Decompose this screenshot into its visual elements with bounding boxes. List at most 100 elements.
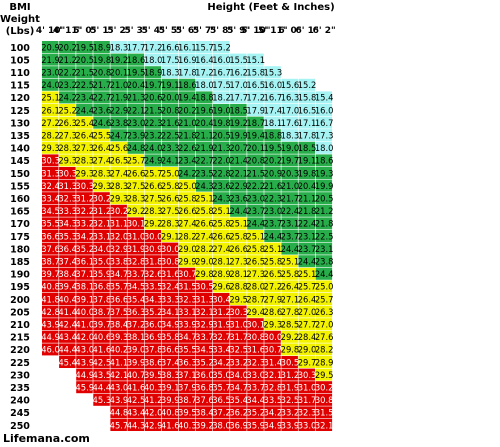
bmi-cell: 20.4	[298, 179, 316, 192]
bmi-cell-bg	[144, 280, 162, 293]
bmi-cell: 31.9	[281, 381, 299, 394]
bmi-cell-bg	[144, 381, 162, 394]
bmi-value: 37.5	[110, 307, 129, 317]
bmi-cell: 23.7	[298, 242, 316, 255]
bmi-cell: 33.5	[144, 280, 162, 293]
bmi-cell: 25.8	[161, 179, 180, 192]
bmi-cell-bg	[264, 267, 281, 280]
bmi-cell-bg	[213, 66, 230, 79]
bmi-cell: 27.3	[229, 255, 248, 268]
bmi-value: 27.4	[212, 244, 231, 254]
bmi-value: 33.4	[41, 194, 60, 204]
bmi-value: 29.9	[178, 257, 197, 267]
weight-label: 220	[10, 345, 30, 356]
bmi-cell: 37.2	[212, 406, 231, 419]
bmi-cell-bg	[42, 192, 59, 205]
bmi-cell: 23.4	[75, 91, 94, 104]
weight-label: 185	[10, 257, 30, 268]
bmi-cell-bg	[144, 53, 162, 66]
bmi-value: 26.6	[127, 168, 146, 178]
bmi-cell: 42.5	[93, 356, 111, 368]
bmi-value: 43.9	[110, 395, 129, 405]
bmi-cell-bg	[281, 230, 298, 242]
bmi-cell-bg	[178, 293, 196, 305]
bmi-cell: 34.9	[161, 318, 180, 331]
bmi-cell-bg	[298, 255, 315, 268]
bmi-cell-bg	[264, 91, 281, 104]
bmi-cell-bg	[264, 381, 281, 394]
bmi-cell: 36.6	[110, 293, 128, 305]
bmi-cell: 18.3	[161, 66, 180, 79]
bmi-cell-bg	[230, 141, 247, 154]
bmi-value: 33.1	[178, 307, 197, 317]
bmi-value: 16.5	[246, 80, 265, 90]
bmi-value: 39.7	[93, 320, 112, 330]
height-label: 5' 9"	[227, 26, 250, 36]
bmi-cell: 33.2	[75, 217, 94, 230]
bmi-value: 27.7	[298, 320, 317, 330]
bmi-cell-bg	[281, 356, 298, 368]
bmi-cell: 29.3	[58, 154, 77, 167]
bmi-cell-bg	[59, 305, 76, 318]
bmi-value: 16.7	[315, 118, 334, 128]
bmi-cell: 20.0	[161, 91, 180, 104]
bmi-cell-bg	[161, 419, 179, 431]
bmi-cell-bg	[76, 217, 93, 230]
bmi-cell: 44.9	[75, 368, 94, 381]
bmi-value: 28.2	[315, 345, 334, 355]
bmi-cell: 44.9	[41, 330, 60, 343]
bmi-value: 17.4	[264, 105, 283, 115]
bmi-cell-bg	[42, 91, 59, 104]
bmi-cell: 32.3	[298, 406, 316, 419]
bmi-cell: 30.2	[93, 192, 111, 205]
bmi-cell: 20.8	[161, 104, 180, 116]
bmi-cell: 26.5	[264, 267, 282, 280]
bmi-value: 23.0	[127, 118, 146, 128]
bmi-value: 41.4	[58, 307, 77, 317]
bmi-cell-bg	[144, 104, 162, 116]
bmi-cell-bg	[178, 419, 196, 431]
bmi-cell-bg	[264, 230, 281, 242]
bmi-cell-bg	[127, 78, 144, 91]
bmi-cell: 18.5	[229, 104, 248, 116]
bmi-value: 34.7	[110, 269, 129, 279]
bmi-cell-bg	[247, 66, 264, 79]
bmi-cell-bg	[213, 179, 230, 192]
bmi-cell: 31.1	[110, 217, 128, 230]
bmi-value: 45.4	[58, 357, 77, 367]
bmi-value: 31.0	[229, 320, 248, 330]
bmi-value: 29.3	[93, 181, 112, 191]
bmi-cell: 36.3	[127, 305, 145, 318]
bmi-cell: 32.5	[229, 343, 248, 356]
bmi-cell: 23.7	[281, 230, 299, 242]
bmi-value: 16.6	[161, 42, 180, 52]
weight-label: 145	[10, 156, 30, 167]
bmi-value: 36.8	[93, 282, 112, 292]
bmi-cell: 23.1	[298, 230, 316, 242]
bmi-cell: 30.2	[110, 204, 128, 217]
bmi-cell: 34.5	[127, 280, 145, 293]
bmi-value: 26.6	[144, 181, 163, 191]
bmi-cell-bg	[93, 242, 110, 255]
bmi-cell: 19.5	[264, 141, 282, 154]
height-label: 5' 0"	[73, 26, 96, 36]
bmi-cell: 32.0	[110, 230, 128, 242]
bmi-value: 21.8	[178, 131, 197, 141]
bmi-cell: 30.2	[315, 381, 333, 394]
bmi-cell-bg	[195, 368, 213, 381]
bmi-cell-bg	[298, 217, 315, 230]
bmi-cell-bg	[195, 91, 213, 104]
bmi-cell: 18.8	[195, 91, 214, 104]
bmi-value: 38.1	[75, 282, 94, 292]
bmi-value: 23.0	[246, 194, 265, 204]
bmi-cell: 27.5	[161, 204, 180, 217]
bmi-cell-bg	[110, 204, 127, 217]
bmi-value: 38.1	[127, 332, 146, 342]
bmi-cell: 22.3	[144, 116, 162, 129]
bmi-cell-bg	[59, 343, 76, 356]
bmi-value: 42.9	[144, 420, 163, 430]
bmi-cell: 34.2	[75, 230, 94, 242]
bmi-cell: 38.6	[144, 356, 162, 368]
bmi-cell-bg	[42, 280, 59, 293]
bmi-value: 39.0	[127, 345, 146, 355]
